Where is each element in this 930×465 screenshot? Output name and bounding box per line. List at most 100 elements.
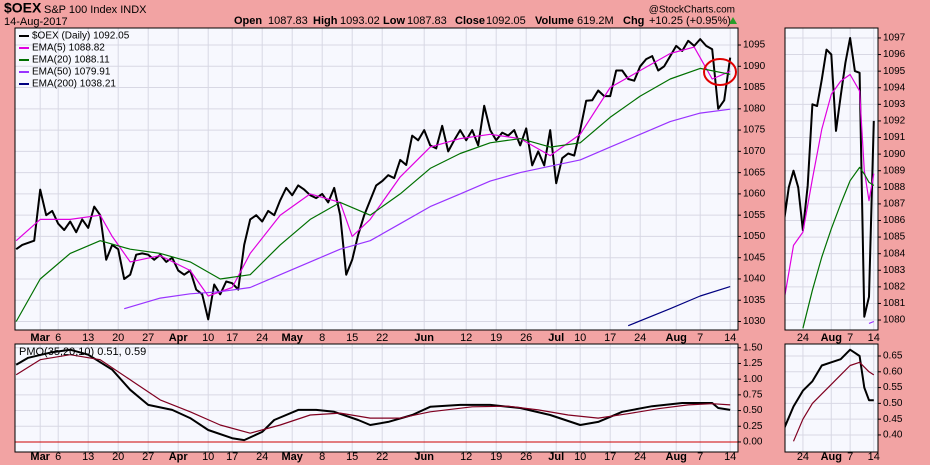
x-tick-label: 20	[112, 451, 124, 463]
y-tick-label: 1082	[883, 281, 906, 292]
x-tick-label: 10	[202, 332, 214, 344]
x-tick-label: 22	[376, 332, 388, 344]
x-tick-label: 26	[520, 332, 532, 344]
series-layer	[785, 348, 875, 442]
y-tick-label: 1035	[743, 295, 766, 306]
x-tick-label: 26	[520, 451, 532, 463]
y-tick-label: 1096	[883, 49, 906, 60]
y-tick-label: 1.25	[743, 358, 763, 369]
x-tick-label: 10	[574, 332, 586, 344]
x-tick-label: 7	[847, 451, 853, 463]
plots: 1030 1035 1040 1045 1050 1055 1060 1065 1070 1075…	[14, 27, 906, 463]
x-tick-label: 7	[697, 451, 703, 463]
y-tick-label: 1030	[743, 316, 766, 327]
series-line	[15, 67, 731, 322]
series-line	[627, 286, 731, 327]
y-tick-label: 1090	[883, 149, 906, 160]
y-tick-label: 1080	[743, 103, 766, 114]
chart-subtitle: S&P 100 Index INDX	[44, 4, 147, 16]
x-tick-label: 14	[724, 451, 736, 463]
series-layer	[15, 38, 732, 327]
x-tick-label: 7	[847, 332, 853, 344]
series-line	[15, 348, 731, 442]
y-tick-label: 1095	[883, 66, 906, 77]
y-tick-label: 1065	[743, 167, 766, 178]
x-tick-label: 10	[202, 451, 214, 463]
y-tick-label: 1081	[883, 298, 906, 309]
x-tick-label: Aug	[666, 451, 687, 463]
x-tick-label: 27	[142, 451, 154, 463]
y-tick-label: 1.00	[743, 374, 763, 385]
watermark: @StockCharts.com	[649, 5, 735, 16]
chart-date: 14-Aug-2017	[4, 16, 68, 28]
quote-value: 619.2M	[577, 15, 614, 27]
highlight-circle	[703, 58, 737, 86]
plot-border	[14, 343, 739, 453]
y-tick-label: 1083	[883, 265, 906, 276]
x-tick-label: 24	[797, 451, 809, 463]
y-tick-label: 1091	[883, 132, 906, 143]
y-tick-label: 1087	[883, 199, 906, 210]
quote-value: 1087.83	[407, 15, 447, 27]
series-line	[785, 348, 874, 429]
quote-label: Low	[383, 15, 405, 27]
x-tick-label: 12	[460, 332, 472, 344]
x-tick-label: 17	[604, 451, 616, 463]
x-tick-label: Jul	[548, 451, 564, 463]
quote-label: High	[313, 15, 338, 27]
series-line	[792, 361, 875, 442]
x-tick-label: Apr	[169, 451, 189, 463]
plot-border	[784, 27, 879, 331]
legend-label: EMA(20) 1088.11	[32, 55, 110, 66]
series-line	[15, 38, 732, 321]
x-tick-label: Jul	[548, 332, 564, 344]
x-tick-label: 17	[226, 332, 238, 344]
x-tick-label: 12	[460, 451, 472, 463]
legend-label: $OEX (Daily) 1092.05	[32, 31, 130, 42]
x-tick-label: Mar	[30, 451, 50, 463]
quote-value: 1093.02	[340, 15, 380, 27]
y-tick-label: 1093	[883, 99, 906, 110]
x-tick-label: 7	[697, 332, 703, 344]
y-tick-label: 1094	[883, 82, 906, 93]
y-tick-label: 1055	[743, 210, 766, 221]
y-tick-label: 1085	[883, 232, 906, 243]
y-tick-label: 0.45	[883, 414, 903, 425]
y-tick-label: 1092	[883, 116, 906, 127]
x-tick-label: 24	[634, 332, 646, 344]
x-tick-label: Jun	[414, 332, 434, 344]
y-tick-label: 1070	[743, 146, 766, 157]
series-layer	[785, 37, 875, 329]
x-tick-label: Aug	[821, 451, 842, 463]
y-tick-label: 1084	[883, 248, 906, 259]
x-tick-label: 24	[797, 332, 809, 344]
x-tick-label: 24	[256, 332, 268, 344]
x-tick-label: 6	[55, 332, 61, 344]
x-tick-label: 14	[868, 332, 880, 344]
panel-title: PMO(35,20,10) 0.51, 0.59	[19, 346, 146, 358]
legend-label: EMA(50) 1079.91	[32, 67, 111, 78]
x-tick-label: 13	[82, 451, 94, 463]
x-tick-label: 15	[346, 332, 358, 344]
x-tick-label: Mar	[30, 332, 50, 344]
y-tick-label: 0.75	[743, 390, 763, 401]
y-tick-label: 1095	[743, 40, 766, 51]
y-tick-label: 1085	[743, 82, 766, 93]
series-line	[15, 354, 731, 434]
x-tick-label: May	[281, 451, 303, 463]
quote-label: Chg	[623, 15, 644, 27]
quote-label: Volume	[535, 15, 574, 27]
y-tick-label: 0.50	[743, 405, 763, 416]
plot-area	[15, 344, 738, 452]
y-tick-label: 1040	[743, 274, 766, 285]
x-tick-label: 17	[226, 451, 238, 463]
series-line	[124, 108, 731, 310]
y-tick-label: 1080	[883, 315, 906, 326]
y-tick-label: 0.25	[743, 421, 763, 432]
series-layer	[15, 348, 738, 443]
plot-border	[14, 27, 739, 331]
y-tick-label: 1.50	[743, 342, 763, 353]
x-tick-label: 8	[319, 332, 325, 344]
x-tick-label: Apr	[169, 332, 189, 344]
y-tick-label: 1045	[743, 252, 766, 263]
